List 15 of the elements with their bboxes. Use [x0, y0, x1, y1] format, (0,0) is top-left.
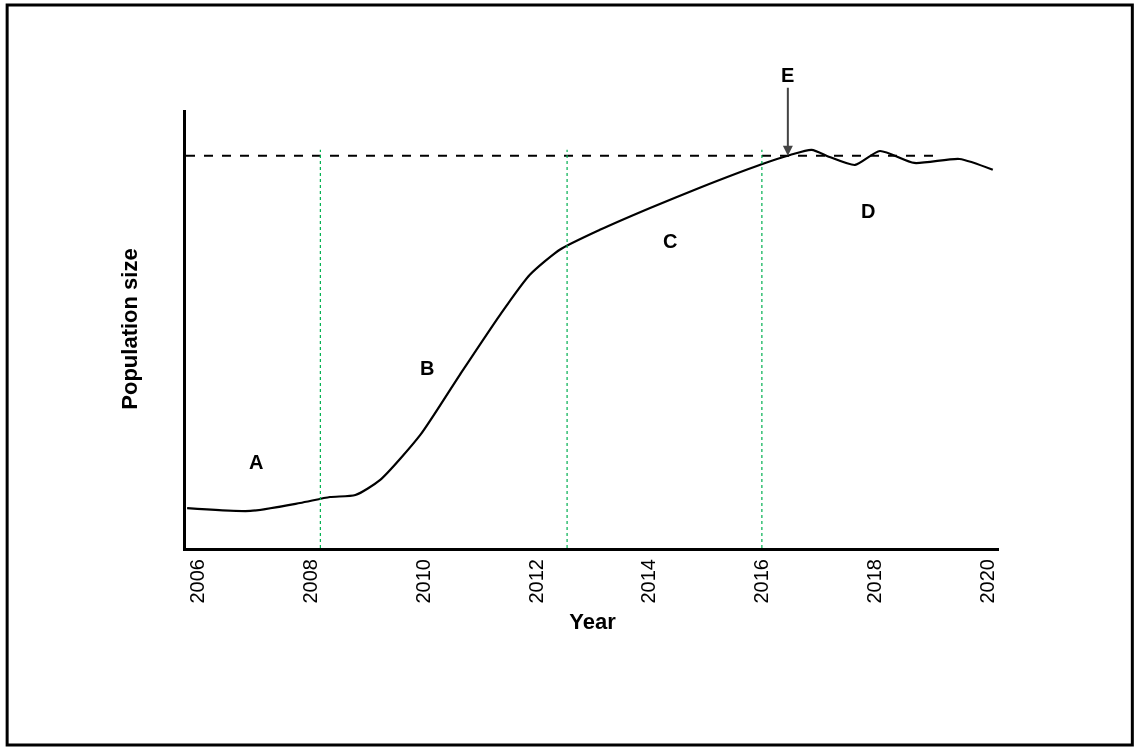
annotation: C: [663, 230, 678, 252]
x-tick-label: 2020: [976, 559, 999, 604]
annotation: D: [861, 200, 876, 222]
x-tick-label: 2008: [298, 559, 321, 604]
annotation: A: [249, 451, 264, 473]
x-tick-label: 2018: [863, 559, 886, 604]
annotation: B: [420, 357, 435, 379]
x-tick-label: 2014: [637, 559, 660, 604]
annotation: E: [781, 64, 795, 86]
x-tick-label: 2016: [750, 559, 773, 604]
x-tick-label: 2006: [185, 559, 208, 604]
x-tick-label: 2012: [524, 559, 547, 604]
x-axis-title: Year: [569, 609, 617, 635]
x-tick-label: 2010: [411, 559, 434, 604]
y-axis-title: Population size: [116, 248, 142, 410]
